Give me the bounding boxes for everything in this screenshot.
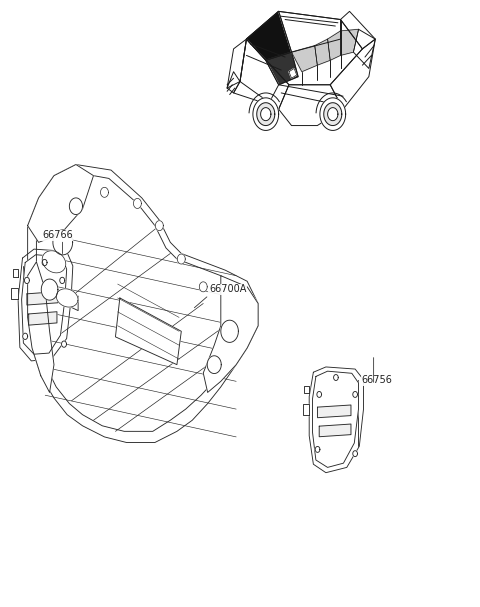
Polygon shape [13, 270, 18, 277]
Polygon shape [28, 164, 258, 443]
Polygon shape [207, 356, 221, 373]
Polygon shape [18, 249, 73, 361]
Polygon shape [246, 12, 362, 85]
Polygon shape [71, 296, 78, 311]
Polygon shape [328, 31, 340, 60]
Polygon shape [22, 255, 67, 354]
Polygon shape [227, 72, 240, 93]
Polygon shape [133, 198, 141, 208]
Polygon shape [279, 12, 340, 52]
Polygon shape [116, 298, 181, 365]
Polygon shape [289, 69, 297, 78]
Polygon shape [240, 39, 289, 109]
Polygon shape [340, 29, 359, 55]
Polygon shape [317, 392, 322, 398]
Polygon shape [227, 39, 246, 88]
Polygon shape [36, 173, 252, 432]
Polygon shape [330, 39, 375, 109]
Polygon shape [100, 188, 108, 197]
Polygon shape [221, 320, 239, 342]
Polygon shape [61, 341, 66, 347]
Text: 66756: 66756 [362, 375, 393, 385]
Polygon shape [319, 424, 351, 436]
Polygon shape [11, 288, 18, 299]
Polygon shape [328, 107, 338, 121]
Polygon shape [312, 371, 359, 467]
Polygon shape [42, 251, 66, 273]
Polygon shape [253, 98, 279, 131]
Polygon shape [28, 164, 94, 242]
Polygon shape [27, 291, 58, 305]
Polygon shape [29, 312, 57, 325]
Polygon shape [53, 230, 72, 255]
Polygon shape [334, 375, 338, 381]
Polygon shape [266, 52, 298, 85]
Polygon shape [315, 447, 320, 452]
Polygon shape [320, 98, 346, 131]
Polygon shape [318, 405, 351, 418]
Text: 66766: 66766 [42, 230, 72, 240]
Polygon shape [257, 103, 275, 126]
Polygon shape [199, 282, 207, 292]
Polygon shape [41, 279, 58, 300]
Polygon shape [23, 333, 28, 339]
Polygon shape [291, 46, 317, 72]
Polygon shape [56, 289, 78, 307]
Polygon shape [353, 392, 358, 398]
Polygon shape [309, 367, 363, 473]
Text: 66700A: 66700A [209, 285, 246, 294]
Polygon shape [70, 198, 83, 214]
Polygon shape [234, 39, 279, 104]
Polygon shape [324, 103, 342, 126]
Polygon shape [261, 107, 271, 121]
Polygon shape [315, 39, 330, 65]
Polygon shape [353, 450, 358, 456]
Polygon shape [24, 277, 29, 283]
Polygon shape [203, 276, 258, 393]
Polygon shape [28, 262, 54, 393]
Polygon shape [156, 221, 163, 231]
Polygon shape [340, 12, 375, 49]
Polygon shape [304, 386, 309, 393]
Polygon shape [302, 404, 309, 415]
Polygon shape [246, 12, 291, 60]
Polygon shape [60, 277, 65, 283]
Polygon shape [279, 85, 343, 126]
Polygon shape [353, 29, 375, 69]
Polygon shape [178, 254, 185, 264]
Polygon shape [42, 259, 47, 266]
